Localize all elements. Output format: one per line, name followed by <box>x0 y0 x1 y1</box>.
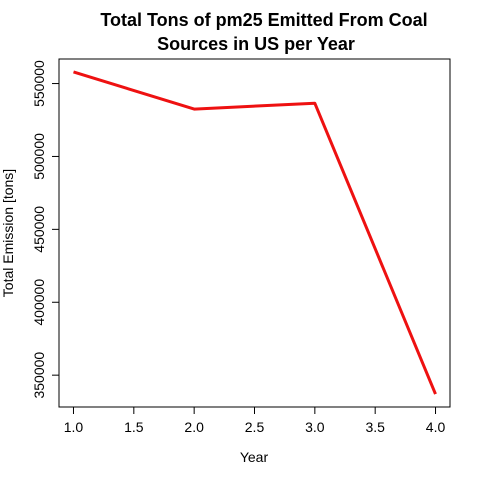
x-tick-label: 3.0 <box>305 419 325 435</box>
y-tick-label: 500000 <box>31 133 47 180</box>
series-line <box>73 70 437 395</box>
x-axis-label: Year <box>240 449 269 465</box>
x-tick-label: 2.5 <box>245 419 265 435</box>
series-layer <box>73 70 437 395</box>
x-tick-label: 3.5 <box>365 419 385 435</box>
x-axis: 1.0 1.5 2.0 2.5 3.0 3.5 4.0 <box>64 406 446 435</box>
x-tick-label: 1.5 <box>124 419 144 435</box>
x-tick-label: 2.0 <box>184 419 204 435</box>
y-tick-label: 450000 <box>31 206 47 253</box>
x-tick-label: 1.0 <box>64 419 84 435</box>
x-tick-label: 4.0 <box>426 419 446 435</box>
chart-title-line-2: Sources in US per Year <box>157 34 355 54</box>
y-tick-label: 550000 <box>31 60 47 107</box>
y-tick-label: 350000 <box>31 352 47 399</box>
y-tick-label: 400000 <box>31 279 47 326</box>
chart-title-line-1: Total Tons of pm25 Emitted From Coal <box>100 10 427 30</box>
y-axis: 350000 400000 450000 500000 550000 <box>31 60 60 399</box>
plot-area-box <box>58 58 451 408</box>
y-axis-label: Total Emission [tons] <box>0 169 16 297</box>
